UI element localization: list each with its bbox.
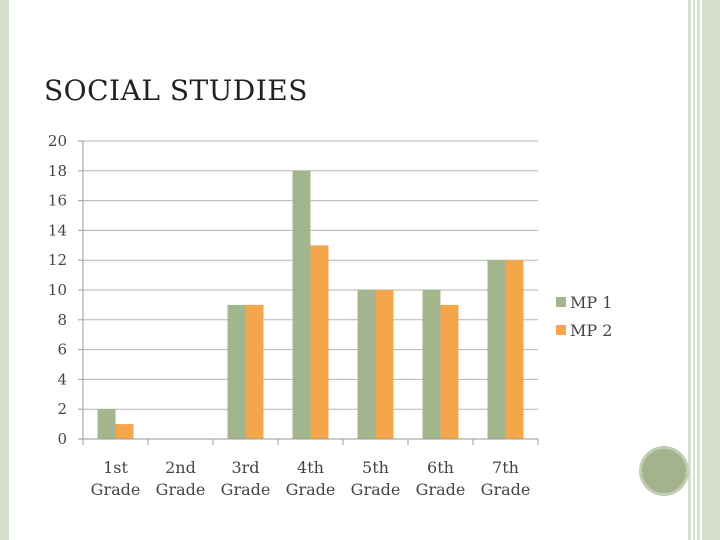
bar-mp1-cat-6 [487,260,506,439]
x-category-label: 6th Grade [416,458,466,499]
legend-label-mp1: MP 1 [570,293,612,312]
legend-swatch-mp1 [556,297,566,307]
y-tick-label: 2 [57,400,67,418]
bar-mp2-cat-4 [375,290,394,439]
y-tick-label: 4 [57,370,67,388]
decorative-circle [642,449,686,493]
y-tick-label: 0 [57,430,67,448]
y-tick-label: 8 [57,311,67,329]
bar-mp2-cat-5 [440,304,459,439]
x-category-label: 3rd Grade [221,458,271,499]
x-category-label-line: Grade [91,480,141,499]
x-category-label-line: 7th [492,458,519,477]
bars [97,170,524,440]
x-category-label-line: 6th [427,458,454,477]
x-category-label: 2nd Grade [156,458,206,499]
x-category-label: 4th Grade [286,458,336,499]
x-category-label-line: 1st [103,458,128,477]
slide-title: SOCIAL STUDIES [44,74,308,107]
x-category-label-line: Grade [156,480,206,499]
x-category-label-line: Grade [416,480,466,499]
x-category-label: 7th Grade [481,458,531,499]
y-tick-label: 18 [48,162,67,180]
bar-mp1-cat-0 [97,409,116,439]
bar-mp2-cat-2 [245,304,264,439]
bar-mp1-cat-3 [292,170,311,440]
y-tick-label: 10 [48,281,67,299]
y-tick-label: 6 [57,341,67,359]
bar-mp2-cat-3 [310,245,329,439]
bar-mp1-cat-5 [422,290,441,439]
x-category-label: 1st Grade [91,458,141,499]
x-axis: 1st Grade 2nd Grade 3rd Grade 4th Grade 5th Grade… [82,438,539,499]
right-border-stripes [688,0,720,540]
bar-mp1-cat-2 [227,304,246,439]
x-category-label-line: 5th [362,458,389,477]
x-category-label-line: 2nd [165,458,196,477]
x-category-label-line: Grade [351,480,401,499]
legend: MP 1 MP 2 [556,293,612,340]
legend-label-mp2: MP 2 [570,321,612,340]
x-category-label: 5th Grade [351,458,401,499]
x-category-label-line: Grade [221,480,271,499]
bar-mp2-cat-0 [115,424,134,439]
y-axis: 0 2 4 6 8 10 12 14 16 18 20 [48,132,84,448]
left-border-bar [0,0,9,540]
x-category-label-line: 4th [297,458,324,477]
y-tick-label: 20 [48,132,67,150]
y-tick-label: 16 [48,192,67,210]
legend-swatch-mp2 [556,325,566,335]
bar-mp1-cat-4 [357,290,376,439]
x-category-label-line: Grade [286,480,336,499]
y-tick-label: 12 [48,251,67,269]
x-category-label-line: 3rd [231,458,259,477]
bar-mp2-cat-6 [505,260,524,439]
y-tick-label: 14 [48,221,67,239]
x-category-label-line: Grade [481,480,531,499]
